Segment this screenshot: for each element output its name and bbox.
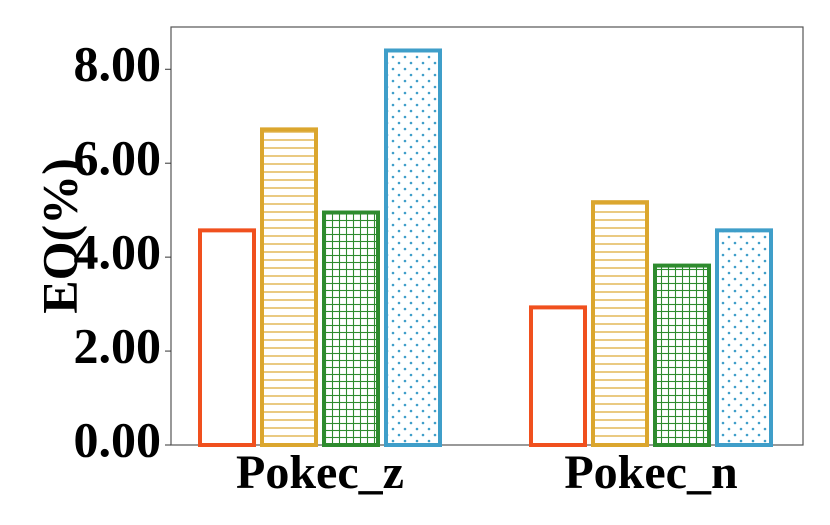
bar-pokec-n-series-1 [529,305,587,447]
bar-pokec-z-series-3 [322,210,380,447]
bar-pokec-n-series-3 [653,263,711,448]
bar-pokec-z-series-1 [198,228,256,447]
bar-pokec-z-series-2 [260,127,318,448]
y-tick-label: 6.00 [74,130,162,186]
bar-pokec-z-series-4 [384,48,442,447]
x-axis-categories: Pokec_z Pokec_n [236,446,738,499]
x-category-label: Pokec_z [236,446,404,499]
bar-pokec-n-series-4 [715,228,773,447]
y-tick-label: 0.00 [74,411,162,467]
bar-pokec-n-series-2 [591,200,649,447]
y-tick-label: 8.00 [74,36,162,92]
y-axis-title: EO(%) [31,158,87,314]
bars [198,48,773,448]
x-category-label: Pokec_n [564,446,737,499]
y-tick-label: 4.00 [74,224,162,280]
y-tick-label: 2.00 [74,318,162,374]
y-axis-ticks: 0.00 2.00 4.00 6.00 8.00 [74,36,171,467]
